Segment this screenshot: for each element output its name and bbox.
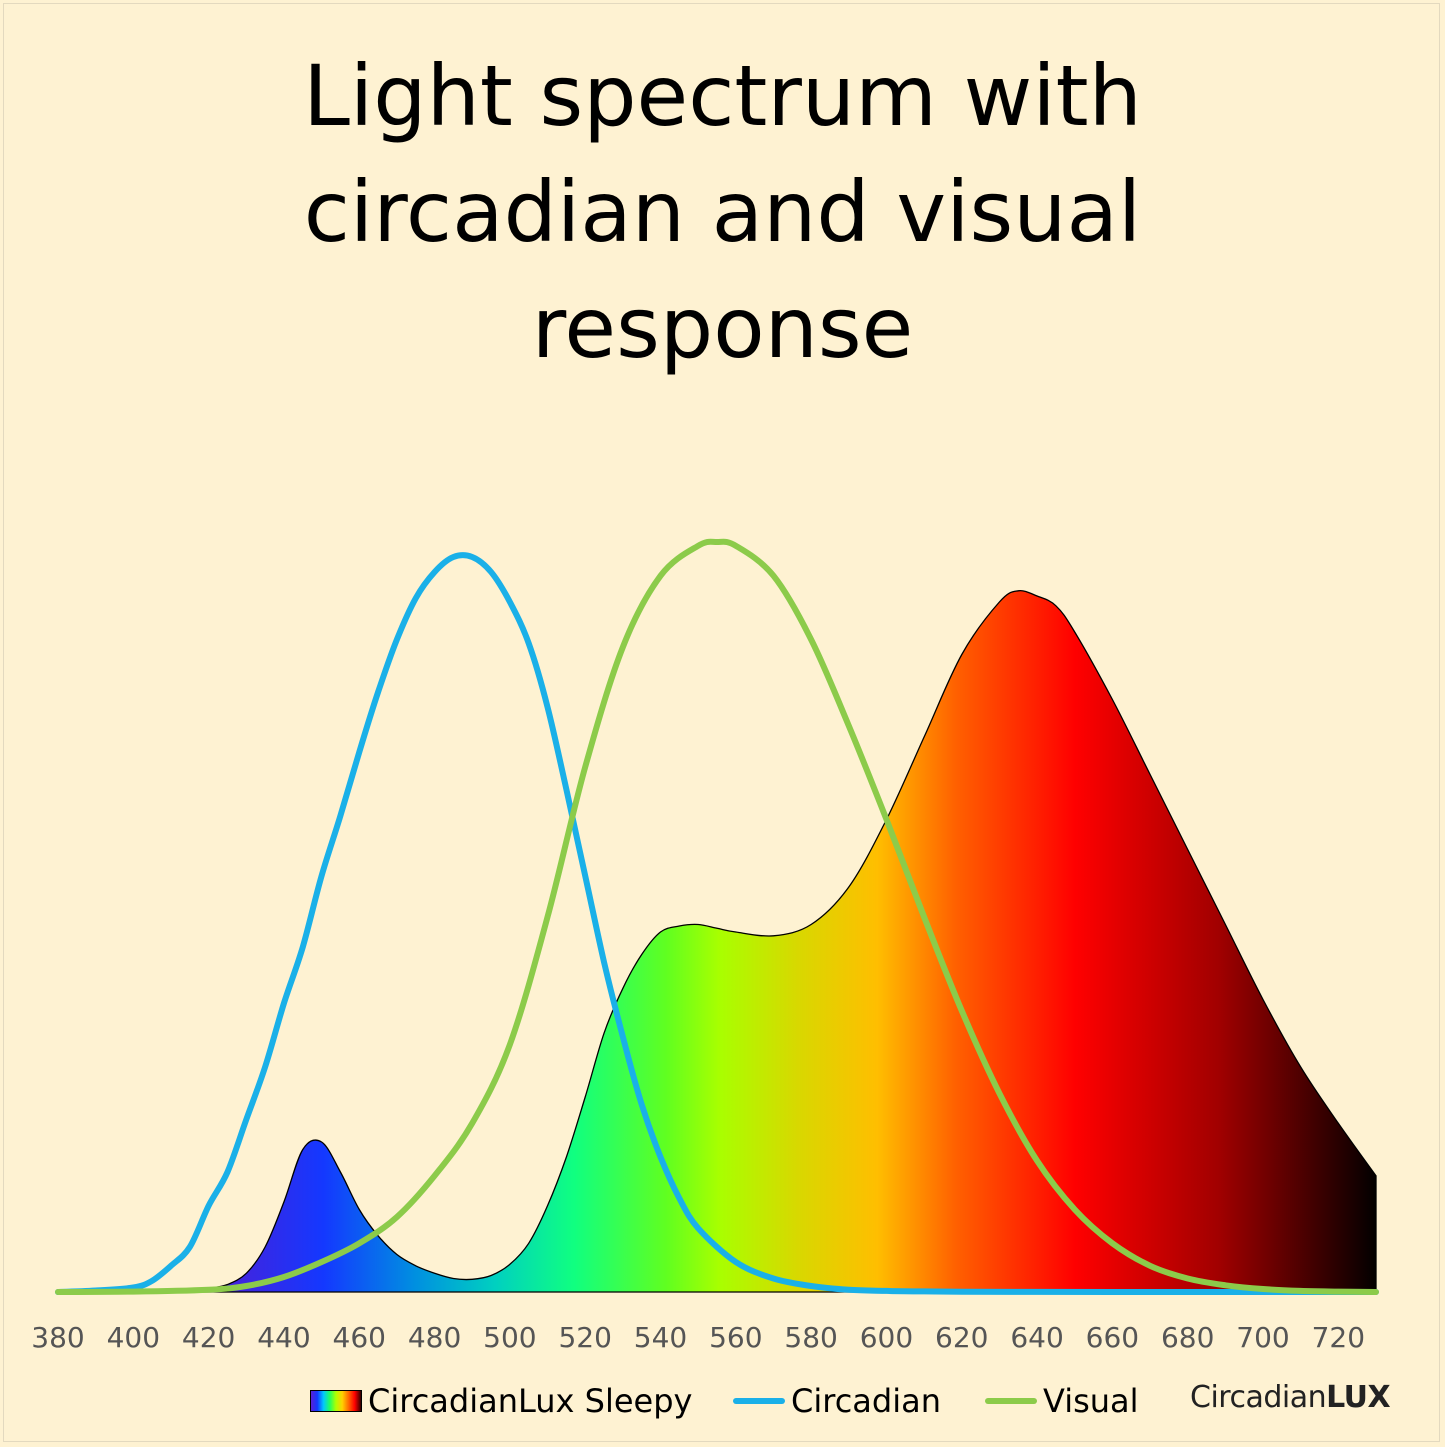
x-axis-ticks: 380 400 420 440 460 480 500 520 540 560 580 600 620 6… [31,1321,1365,1354]
legend-swatch-visual [985,1398,1037,1404]
chart-frame [3,3,1440,1442]
x-tick-label: 580 [784,1321,837,1354]
series-sleepy-area [58,589,1377,1293]
legend-item-visual: Visual [985,1378,1139,1424]
x-tick-label: 700 [1236,1321,1289,1354]
x-tick-label: 680 [1161,1321,1214,1354]
x-tick-label: 720 [1312,1321,1365,1354]
x-tick-label: 620 [935,1321,988,1354]
x-tick-label: 440 [257,1321,310,1354]
x-tick-label: 520 [558,1321,611,1354]
logo-text-bold: LUX [1326,1380,1391,1415]
x-tick-label: 380 [31,1321,84,1354]
legend: CircadianLux Sleepy Circadian Visual [0,1378,1445,1428]
series-visual-line [55,538,1379,1295]
circadianlux-logo: CircadianLUX [1190,1380,1391,1415]
x-tick-label: 600 [860,1321,913,1354]
title-line-3: response [531,279,914,377]
x-tick-label: 420 [182,1321,235,1354]
x-tick-label: 660 [1086,1321,1139,1354]
x-tick-label: 560 [709,1321,762,1354]
title-line-1: Light spectrum with [303,47,1142,145]
series-circadian-line [55,552,1379,1296]
chart-title: Light spectrum with circadian and visual… [0,38,1445,386]
x-tick-label: 460 [333,1321,386,1354]
legend-item-sleepy: CircadianLux Sleepy [310,1378,692,1424]
legend-swatch-sleepy [310,1390,362,1412]
legend-label-visual: Visual [1043,1382,1139,1420]
legend-label-sleepy: CircadianLux Sleepy [368,1382,693,1420]
title-line-2: circadian and visual [303,163,1142,261]
x-tick-label: 480 [408,1321,461,1354]
legend-item-circadian: Circadian [733,1378,941,1424]
x-tick-label: 640 [1010,1321,1063,1354]
x-tick-label: 500 [483,1321,536,1354]
legend-label-circadian: Circadian [791,1382,941,1420]
legend-swatch-circadian [733,1398,785,1404]
x-tick-label: 400 [107,1321,160,1354]
series-layer [55,538,1379,1296]
x-tick-label: 540 [634,1321,687,1354]
logo-text-light: Circadian [1190,1380,1327,1415]
